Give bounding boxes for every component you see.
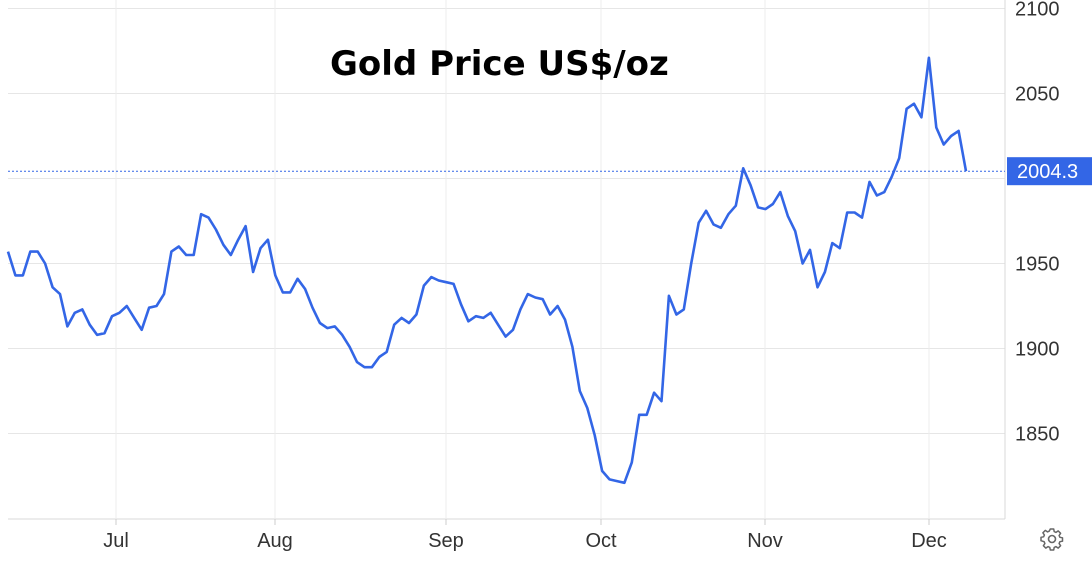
chart-title: Gold Price US$/oz <box>330 44 669 84</box>
grid <box>8 0 1006 525</box>
gear-icon[interactable] <box>1040 527 1064 551</box>
x-axis: Jul Aug Sep Oct Nov Dec <box>103 530 947 552</box>
series-line <box>6 56 968 485</box>
x-tick-label: Oct <box>585 530 617 552</box>
y-tick-label: 2100 <box>1015 0 1060 21</box>
x-tick-label: Dec <box>911 530 947 552</box>
y-tick-label: 2050 <box>1015 84 1060 106</box>
y-tick-label: 1900 <box>1015 339 1060 361</box>
x-tick-label: Jul <box>103 530 129 552</box>
last-value-label: 2004.3 <box>1007 157 1092 186</box>
y-tick-label: 1950 <box>1015 254 1060 276</box>
x-tick-label: Sep <box>428 530 464 552</box>
x-tick-label: Nov <box>747 530 783 552</box>
y-axis: 2100 2050 1950 1900 1850 <box>1015 0 1060 446</box>
svg-text:2004.3: 2004.3 <box>1017 161 1078 183</box>
x-tick-label: Aug <box>257 530 293 552</box>
y-tick-label: 1850 <box>1015 424 1060 446</box>
